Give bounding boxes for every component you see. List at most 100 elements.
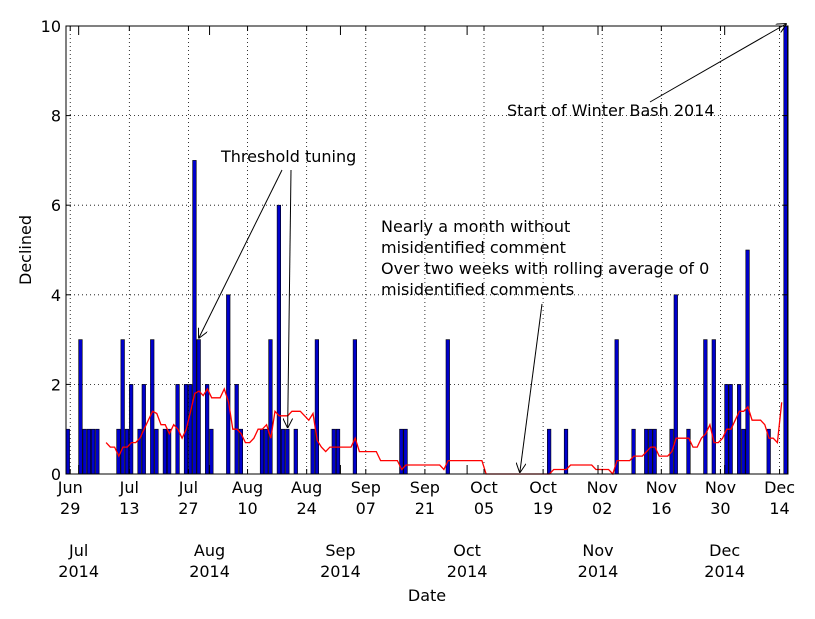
bar-series xyxy=(65,25,788,475)
x-tick-label: 14 xyxy=(769,499,789,518)
bar xyxy=(335,428,341,475)
bar xyxy=(547,428,552,475)
bar xyxy=(205,384,210,475)
x-tick-label: 21 xyxy=(415,499,435,518)
annotation-text: misidentified comment xyxy=(381,238,566,257)
plot-frame xyxy=(65,25,789,475)
annotation-arrow xyxy=(288,169,291,427)
x-tick-label: Sep xyxy=(351,478,381,497)
x-tick-label: 19 xyxy=(533,499,553,518)
bar xyxy=(188,384,193,475)
x-month-label: 2014 xyxy=(320,562,361,581)
bar xyxy=(120,339,125,475)
bar xyxy=(276,204,282,475)
x-month-label: Jul xyxy=(68,541,88,560)
bar xyxy=(737,384,742,475)
x-month-label: Oct xyxy=(453,541,481,560)
x-tick-label: Dec xyxy=(764,478,795,497)
bar xyxy=(445,339,450,475)
bar xyxy=(741,428,746,475)
annotation-text: Start of Winter Bash 2014 xyxy=(507,101,715,120)
x-axis-label: Date xyxy=(408,586,446,605)
bar xyxy=(285,428,290,475)
x-tick-label: Nov xyxy=(705,478,736,497)
x-tick-label: 13 xyxy=(119,499,139,518)
x-tick-label: Nov xyxy=(587,478,618,497)
x-month-label: 2014 xyxy=(578,562,619,581)
bar xyxy=(95,428,100,475)
x-month-label: 2014 xyxy=(58,562,99,581)
bar xyxy=(310,428,315,475)
bar xyxy=(65,428,70,475)
bar xyxy=(686,428,691,475)
bar xyxy=(783,25,788,475)
bar xyxy=(82,428,87,475)
x-month-label: 2014 xyxy=(189,562,230,581)
x-month-label: 2014 xyxy=(447,562,488,581)
bar xyxy=(703,339,708,475)
rolling-average-series xyxy=(105,387,783,476)
annotation-arrow xyxy=(649,24,786,103)
y-tick-label: 10 xyxy=(41,17,61,36)
x-tick-label: Jul xyxy=(178,478,198,497)
x-tick-label: 07 xyxy=(356,499,376,518)
x-tick-label: Jun xyxy=(57,478,83,497)
annotations: Start of Winter Bash 2014 Threshold tunin… xyxy=(199,24,786,472)
bar xyxy=(314,339,320,475)
x-tick-label: Jul xyxy=(119,478,139,497)
x-month-label: 2014 xyxy=(704,562,745,581)
bar xyxy=(129,384,134,475)
bar xyxy=(352,339,358,475)
rolling-average-line xyxy=(105,387,783,476)
bar xyxy=(745,249,750,475)
x-tick-label: Oct xyxy=(470,478,498,497)
x-tick-label: 29 xyxy=(60,499,80,518)
bar xyxy=(268,339,273,475)
bar xyxy=(631,428,636,475)
x-tick-label: 10 xyxy=(237,499,257,518)
y-axis-label: Declined xyxy=(16,215,35,285)
bar xyxy=(711,339,716,475)
bar xyxy=(162,428,168,475)
x-tick-label: 27 xyxy=(178,499,198,518)
y-tick-label: 6 xyxy=(51,196,61,215)
annotation-text: Nearly a month without xyxy=(381,217,570,236)
bar xyxy=(124,428,130,475)
y-tick-label: 0 xyxy=(51,465,61,484)
bar xyxy=(264,428,269,475)
x-tick-label: 02 xyxy=(592,499,612,518)
bar xyxy=(563,428,569,475)
bar xyxy=(91,428,96,475)
annotation-text: misidentified comments xyxy=(381,280,574,299)
y-tick-label: 4 xyxy=(51,286,61,305)
bar xyxy=(614,339,619,475)
x-month-label: Dec xyxy=(709,541,740,560)
annotation-arrow xyxy=(199,169,283,338)
x-tick-label: 30 xyxy=(710,499,730,518)
bar xyxy=(293,428,298,475)
bar xyxy=(259,428,265,475)
x-tick-label: Aug xyxy=(291,478,322,497)
bar xyxy=(209,428,214,475)
x-month-label: Aug xyxy=(194,541,225,560)
grid xyxy=(66,26,788,474)
bar xyxy=(192,160,197,475)
annotation-text: Over two weeks with rolling average of 0 xyxy=(381,259,709,278)
bar xyxy=(331,428,336,475)
annotation-arrow xyxy=(520,303,543,472)
x-month-label: Sep xyxy=(325,541,355,560)
bar xyxy=(78,339,83,475)
y-tick-label: 2 xyxy=(51,375,61,394)
x-tick-label: Nov xyxy=(646,478,677,497)
x-month-label: Nov xyxy=(582,541,613,560)
bar xyxy=(150,339,155,475)
bar xyxy=(648,428,653,475)
bar xyxy=(673,294,678,475)
x-tick-label: Aug xyxy=(232,478,263,497)
bar xyxy=(226,294,231,475)
x-tick-label: Sep xyxy=(410,478,440,497)
axis-ticks: 0246810Jun29Jul13Jul27Aug10Aug24Sep07Sep… xyxy=(41,17,795,581)
bar xyxy=(86,428,92,475)
